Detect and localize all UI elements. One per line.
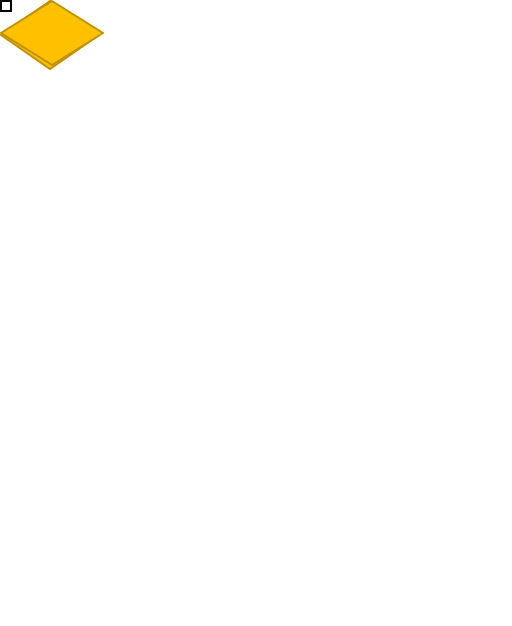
svg-marker-1: [1, 1, 103, 65]
